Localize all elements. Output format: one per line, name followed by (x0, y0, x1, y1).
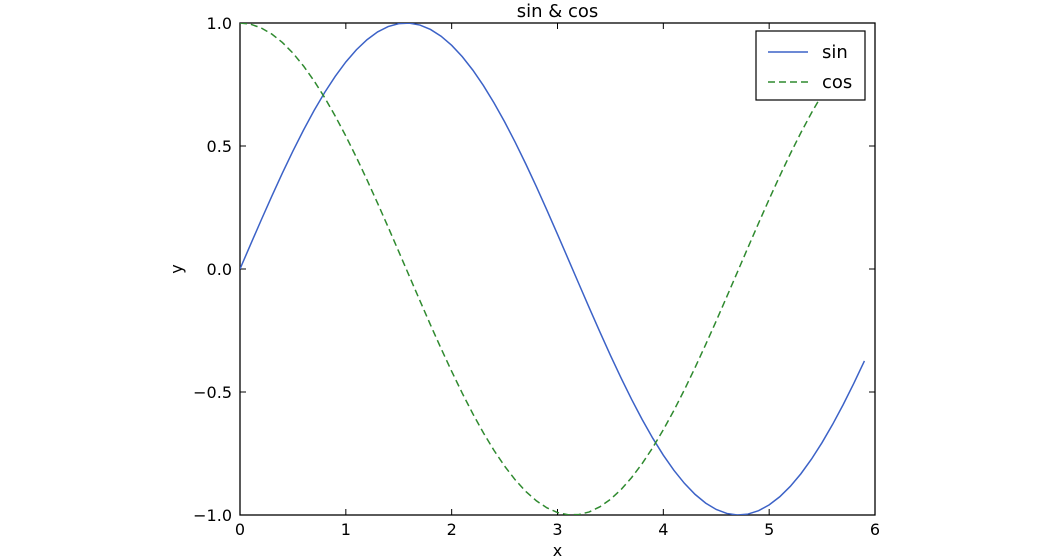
y-tick-label: 0.0 (207, 260, 232, 279)
y-tick-label: 1.0 (207, 14, 232, 33)
x-tick-label: 1 (341, 520, 351, 539)
x-axis-ticks: 0 1 2 3 4 5 6 (235, 23, 880, 539)
y-tick-label: 0.5 (207, 137, 232, 156)
y-axis-ticks: 1.0 0.5 0.0 −0.5 −1.0 (193, 14, 875, 525)
x-tick-label: 2 (447, 520, 457, 539)
y-axis-label: y (167, 264, 186, 273)
x-tick-label: 3 (552, 520, 562, 539)
legend-label-cos: cos (822, 72, 852, 93)
y-tick-label: −0.5 (193, 383, 232, 402)
plot-area (239, 22, 876, 516)
cos-series-line (240, 23, 865, 515)
x-tick-label: 5 (764, 520, 774, 539)
series-layer (240, 23, 866, 515)
y-tick-label: −1.0 (193, 506, 232, 525)
sin-series-line (240, 23, 866, 515)
legend: sin cos (755, 30, 866, 101)
x-axis-label: x (553, 541, 562, 557)
chart-title: sin & cos (517, 1, 599, 22)
x-tick-label: 0 (235, 520, 245, 539)
x-tick-label: 6 (870, 520, 880, 539)
legend-box (755, 30, 866, 101)
legend-label-sin: sin (822, 42, 848, 63)
x-tick-label: 4 (658, 520, 668, 539)
